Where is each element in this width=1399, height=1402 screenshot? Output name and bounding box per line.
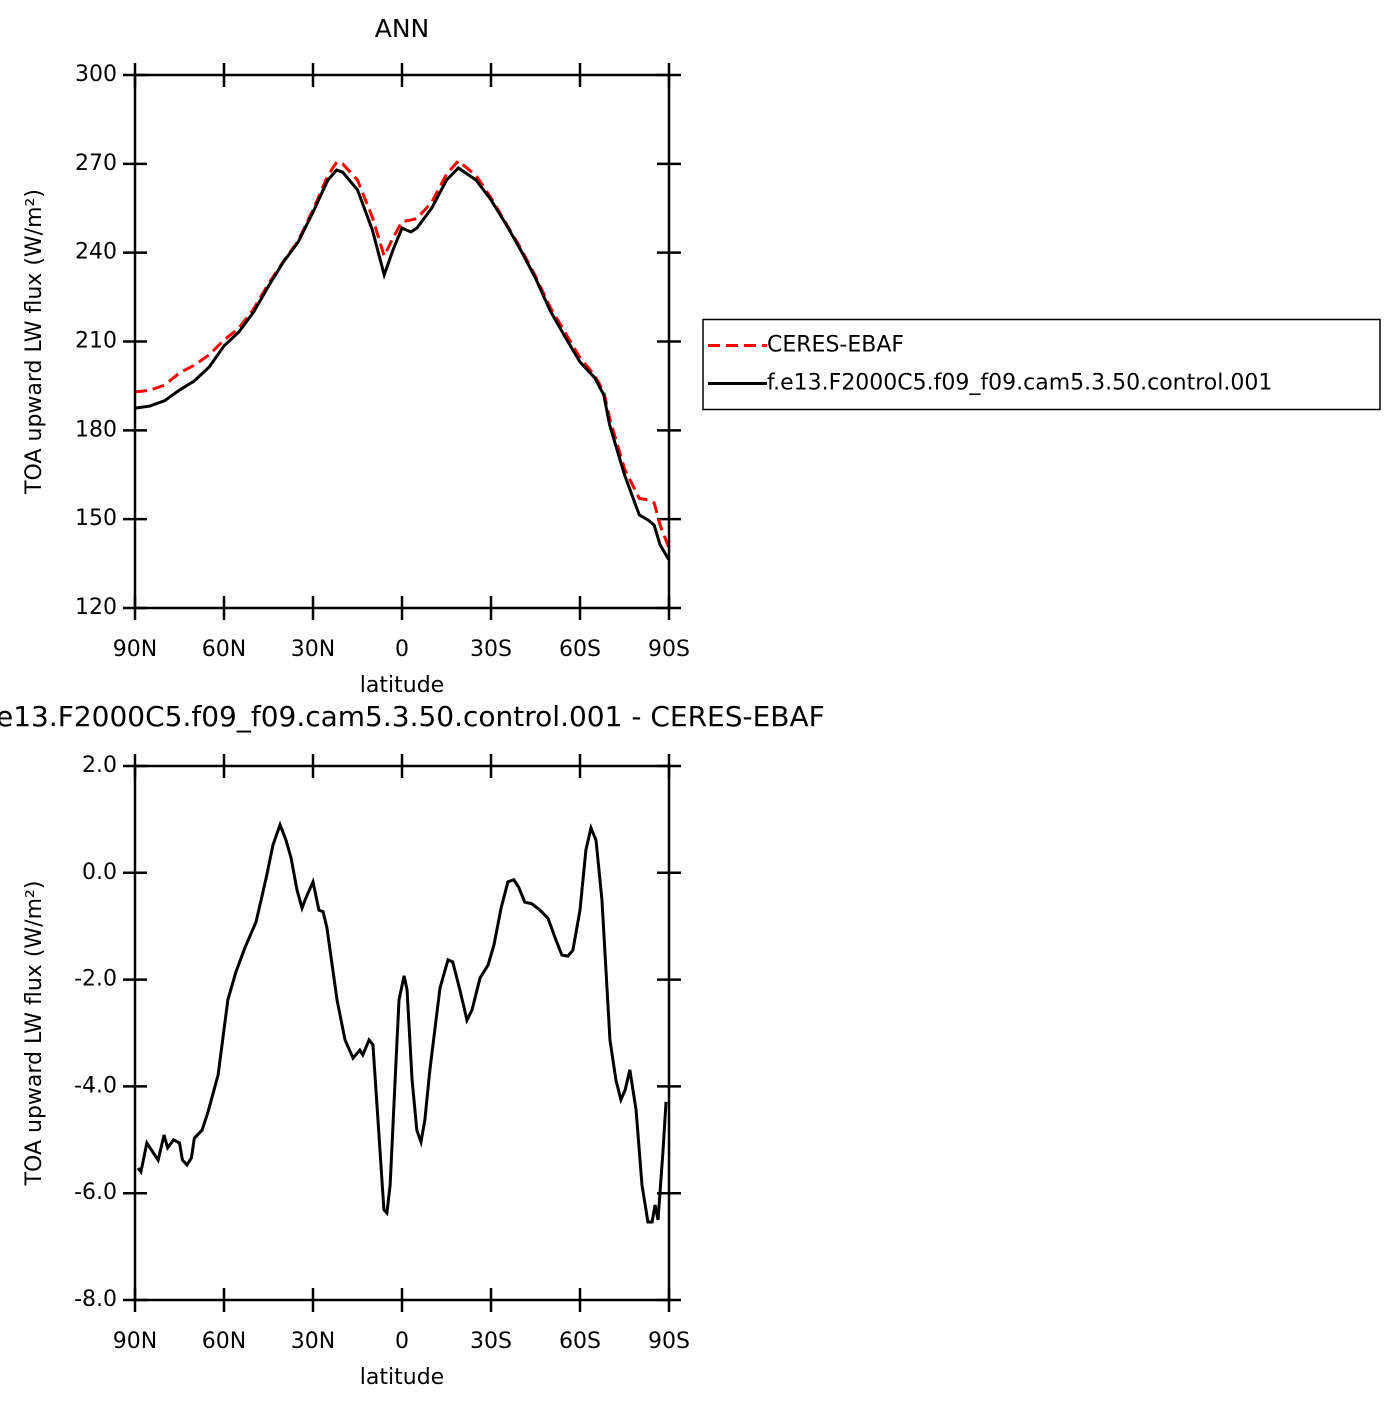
y-tick-label: 0.0 [82, 860, 117, 885]
y-tick-label: 210 [75, 329, 117, 354]
plot-frame [133, 764, 671, 1302]
y-tick-label: 150 [75, 506, 117, 531]
x-tick-label: 0 [395, 1329, 409, 1354]
x-tick-label: 0 [395, 637, 409, 662]
x-tick-label: 60S [559, 1329, 601, 1354]
x-axis-label: latitude [360, 673, 444, 698]
x-tick-label: 30N [291, 637, 335, 662]
y-tick-label: -6.0 [74, 1180, 117, 1205]
series-line [134, 166, 671, 561]
x-tick-label: 30S [470, 637, 512, 662]
x-tick-label: 90N [113, 637, 157, 662]
y-tick-label: 300 [75, 62, 117, 87]
y-axis-label: TOA upward LW flux (W/m²) [22, 189, 47, 495]
x-tick-label: 60N [202, 1329, 246, 1354]
x-tick-label: 90S [648, 637, 690, 662]
chart-title: ANN [375, 14, 430, 43]
x-tick-label: 30N [291, 1329, 335, 1354]
x-tick-label: 90S [648, 1329, 690, 1354]
y-tick-label: 2.0 [82, 753, 117, 778]
y-tick-label: 180 [75, 417, 117, 442]
y-tick-label: 270 [75, 151, 117, 176]
y-tick-label: 240 [75, 240, 117, 265]
legend-label: f.e13.F2000C5.f09_f09.cam5.3.50.control.… [767, 371, 1272, 396]
plot-frame [133, 73, 671, 610]
y-tick-label: 120 [75, 595, 117, 620]
x-tick-label: 30S [470, 1329, 512, 1354]
x-tick-label: 60N [202, 637, 246, 662]
series-line [136, 820, 668, 1224]
x-axis-label: latitude [360, 1365, 444, 1390]
y-axis-label: TOA upward LW flux (W/m²) [22, 881, 47, 1187]
y-tick-label: -2.0 [74, 967, 117, 992]
legend-box [702, 318, 1381, 411]
y-tick-label: -4.0 [74, 1073, 117, 1098]
chart-title: f.e13.F2000C5.f09_f09.cam5.3.50.control.… [0, 700, 825, 733]
x-tick-label: 60S [559, 637, 601, 662]
legend-label: CERES-EBAF [767, 333, 904, 358]
x-tick-label: 90N [113, 1329, 157, 1354]
series-line [134, 158, 671, 549]
y-tick-label: -8.0 [74, 1287, 117, 1312]
